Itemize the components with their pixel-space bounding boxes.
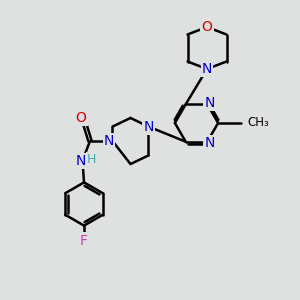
Text: N: N bbox=[143, 120, 154, 134]
Text: N: N bbox=[205, 96, 215, 110]
Text: H: H bbox=[87, 153, 96, 167]
Text: N: N bbox=[76, 154, 86, 168]
Text: CH₃: CH₃ bbox=[247, 116, 269, 130]
Text: O: O bbox=[202, 20, 212, 34]
Text: N: N bbox=[202, 62, 212, 76]
Text: F: F bbox=[80, 234, 88, 248]
Text: O: O bbox=[76, 111, 86, 125]
Text: N: N bbox=[205, 136, 215, 150]
Text: N: N bbox=[104, 134, 114, 148]
